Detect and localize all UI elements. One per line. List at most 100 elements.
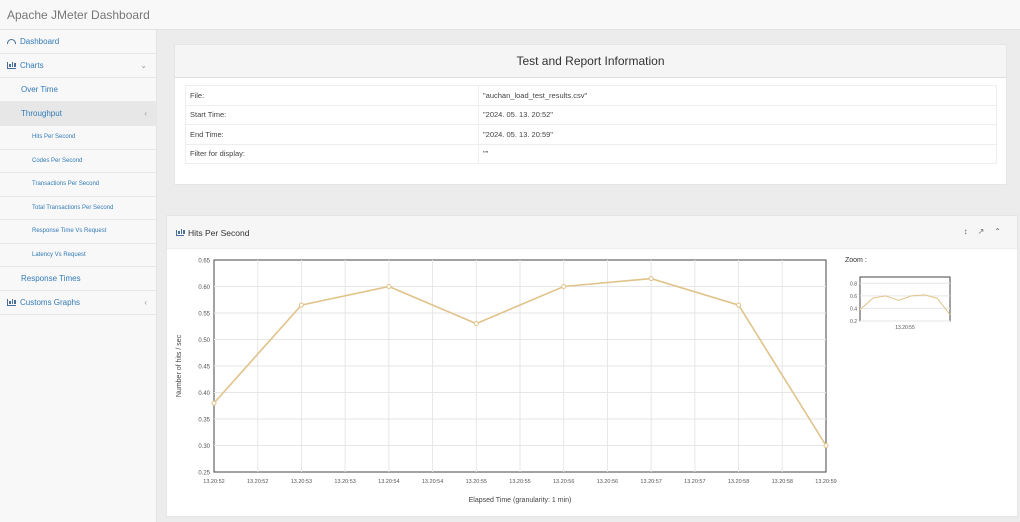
chart-panel-title: Hits Per Second — [176, 228, 249, 238]
x-tick-label: 13.20:57 — [684, 479, 705, 485]
sidebar-item-label: Hits Per Second — [32, 134, 76, 141]
collapse-icon[interactable]: ⌃ — [994, 227, 1001, 236]
x-tick-label: 13.20:54 — [422, 479, 443, 485]
x-tick-label: 13.20:52 — [247, 479, 268, 485]
sidebar-item-label: Response Times — [21, 274, 81, 283]
sidebar-item-label: Customs Graphs — [20, 298, 81, 307]
x-tick-label: 13.20:53 — [334, 479, 355, 485]
panel-tools: ↕ ↗ ⌃ — [964, 227, 1001, 236]
x-tick-label: 13.20:55 — [509, 479, 530, 485]
y-tick-label: 0.25 — [198, 471, 210, 477]
sidebar-item-throughput[interactable]: Throughput ‹ — [0, 102, 157, 126]
y-tick-label: 0.55 — [198, 312, 210, 318]
sidebar-item-label: Transactions Per Second — [32, 181, 100, 188]
zoom-overview-chart[interactable]: 0.2 0.4 0.6 0.8 13.20:55 — [839, 272, 954, 332]
data-point — [298, 302, 304, 308]
x-tick-label: 13.20:57 — [640, 479, 661, 485]
info-value: "2024. 05. 13. 20:59" — [478, 124, 997, 145]
sidebar-item-label: Charts — [20, 61, 44, 70]
bar-chart-icon — [7, 62, 16, 69]
expand-icon[interactable]: ↗ — [977, 227, 985, 236]
data-point — [561, 284, 567, 289]
overview-plot-area — [859, 276, 951, 322]
table-row: End Time: "2024. 05. 13. 20:59" — [185, 124, 997, 145]
y-axis-label: Number of hits / sec — [176, 334, 183, 397]
chart-panel-header: Hits Per Second ↕ ↗ ⌃ — [167, 216, 1017, 249]
chevron-down-icon: ⌄ — [140, 61, 147, 70]
y-tick-label: 0.30 — [198, 444, 210, 450]
chevron-left-icon: ‹ — [144, 109, 147, 118]
test-report-info-panel: Test and Report Information File: "aucha… — [174, 44, 1007, 185]
sidebar-item-latency-vs-request[interactable]: Latency Vs Request — [0, 244, 157, 267]
sidebar-item-dashboard[interactable]: Dashboard — [0, 30, 157, 54]
y-tick-label: 0.60 — [198, 285, 210, 291]
top-navbar: Apache JMeter Dashboard — [0, 0, 1020, 30]
overview-y-tick-label: 0.2 — [850, 319, 857, 325]
info-table: File: "auchan_load_test_results.csv" Sta… — [185, 85, 997, 164]
resize-icon[interactable]: ↕ — [963, 227, 968, 236]
sidebar-item-label: Codes Per Second — [32, 157, 83, 164]
app-title[interactable]: Apache JMeter Dashboard — [7, 8, 150, 22]
y-tick-label: 0.40 — [198, 391, 210, 397]
data-point — [736, 302, 742, 308]
y-tick-label: 0.45 — [198, 365, 210, 371]
chevron-left-icon: ‹ — [144, 298, 147, 307]
x-tick-label: 13.20:59 — [815, 479, 836, 485]
sidebar: Dashboard Charts ⌄ Over Time Throughput ‹ Hits… — [0, 30, 157, 522]
info-key: End Time: — [185, 124, 479, 145]
sidebar-item-customs-graphs[interactable]: Customs Graphs ‹ — [0, 291, 157, 315]
table-row: File: "auchan_load_test_results.csv" — [185, 85, 997, 106]
info-panel-title: Test and Report Information — [175, 45, 1006, 78]
info-key: Filter for display: — [185, 143, 479, 164]
sidebar-item-label: Response Time Vs Request — [32, 228, 107, 235]
sidebar-item-over-time[interactable]: Over Time — [0, 78, 157, 102]
x-tick-label: 13.20:56 — [553, 479, 574, 485]
series-line — [213, 277, 827, 446]
y-tick-label: 0.65 — [198, 259, 210, 265]
sidebar-item-total-transactions-per-second[interactable]: Total Transactions Per Second — [0, 197, 157, 220]
sidebar-item-label: Throughput — [21, 109, 62, 118]
sidebar-item-label: Latency Vs Request — [32, 251, 86, 258]
bar-chart-icon — [176, 229, 185, 236]
sidebar-item-response-time-vs-request[interactable]: Response Time Vs Request — [0, 220, 157, 244]
sidebar-item-hits-per-second[interactable]: Hits Per Second — [0, 126, 157, 150]
sidebar-item-label: Dashboard — [20, 37, 60, 46]
x-tick-label: 13.20:55 — [466, 479, 487, 485]
sidebar-item-charts[interactable]: Charts ⌄ — [0, 54, 157, 78]
hits-per-second-chart[interactable]: 0.25 0.30 0.35 0.40 0.45 0.50 0.55 0.60 0.65 13.2… — [167, 249, 837, 517]
info-value: "" — [478, 143, 997, 164]
x-tick-label: 13.20:53 — [291, 479, 312, 485]
sidebar-item-codes-per-second[interactable]: Codes Per Second — [0, 150, 157, 173]
table-row: Start Time: "2024. 05. 13. 20:52" — [185, 104, 997, 125]
info-value: "2024. 05. 13. 20:52" — [478, 104, 997, 125]
chart-title-text: Hits Per Second — [188, 228, 250, 238]
data-point — [473, 321, 479, 327]
y-tick-label: 0.35 — [198, 418, 210, 424]
bar-chart-icon — [7, 299, 16, 306]
sidebar-item-label: Total Transactions Per Second — [32, 204, 114, 211]
data-point — [211, 400, 217, 406]
sidebar-item-transactions-per-second[interactable]: Transactions Per Second — [0, 173, 157, 197]
overview-y-tick-label: 0.6 — [850, 294, 857, 300]
x-tick-label: 13.20:54 — [378, 479, 399, 485]
data-point — [823, 443, 829, 448]
sidebar-item-label: Over Time — [21, 85, 58, 94]
sidebar-item-response-times[interactable]: Response Times — [0, 267, 157, 291]
x-axis-label: Elapsed Time (granularity: 1 min) — [469, 497, 572, 504]
overview-series-line — [859, 294, 951, 316]
dashboard-icon — [7, 39, 16, 44]
info-value: "auchan_load_test_results.csv" — [478, 85, 997, 106]
overview-y-tick-label: 0.4 — [850, 306, 857, 312]
data-point — [386, 284, 392, 289]
x-tick-label: 13.20:56 — [597, 479, 618, 485]
hits-per-second-panel: Hits Per Second ↕ ↗ ⌃ 0.25 0.30 0.35 0.40 0.… — [166, 215, 1018, 517]
x-tick-label: 13.20:58 — [728, 479, 749, 485]
table-row: Filter for display: "" — [185, 143, 997, 164]
zoom-label: Zoom : — [845, 257, 867, 264]
overview-y-tick-label: 0.8 — [850, 281, 857, 287]
overview-x-tick-label: 13.20:55 — [895, 325, 915, 331]
info-key: File: — [185, 85, 479, 106]
y-tick-label: 0.50 — [198, 338, 210, 344]
x-tick-label: 13.20:58 — [772, 479, 793, 485]
x-tick-label: 13.20:52 — [203, 479, 224, 485]
